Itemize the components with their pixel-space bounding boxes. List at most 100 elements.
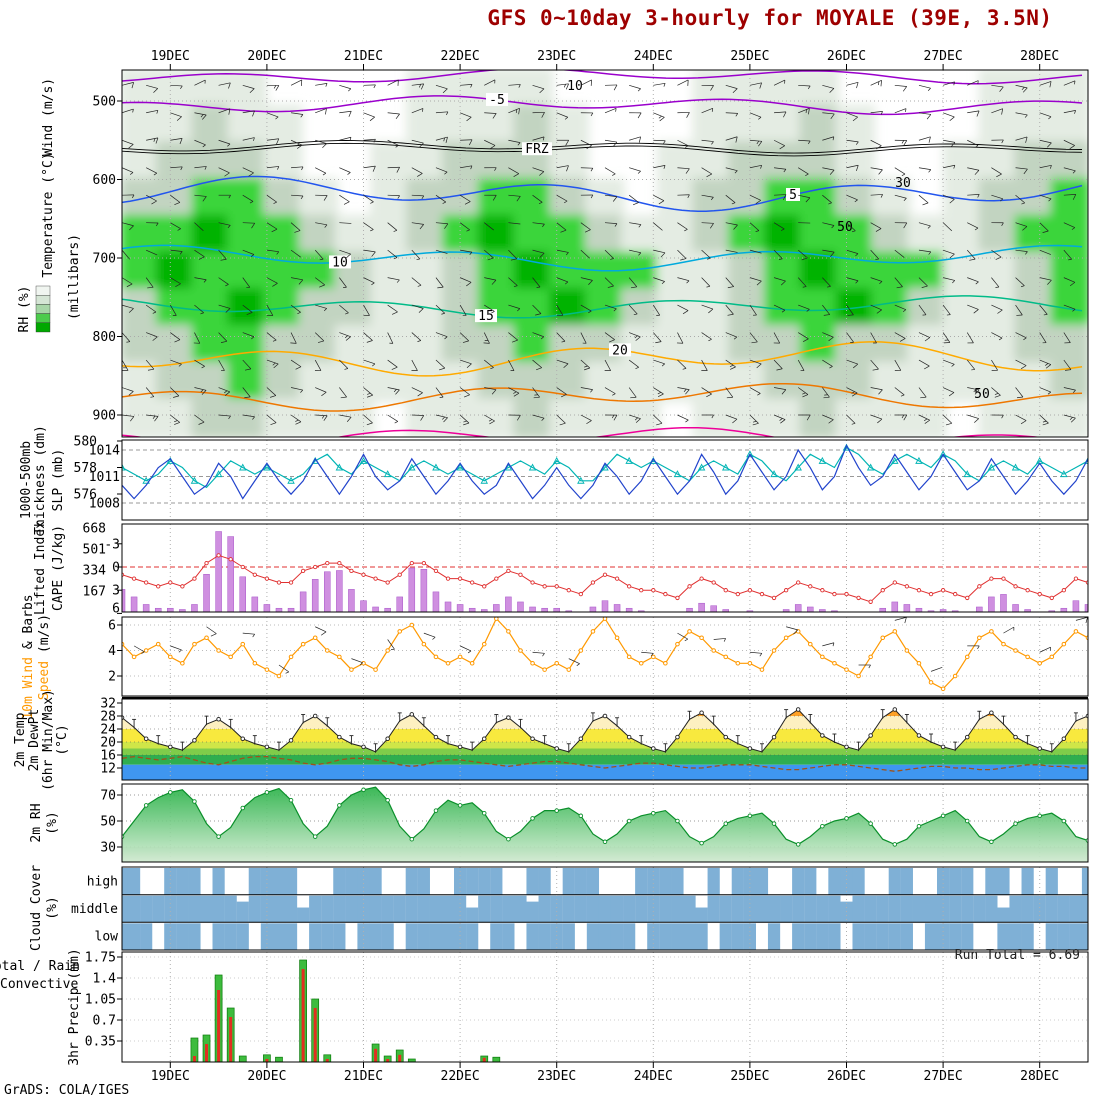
svg-text:15: 15 [478, 309, 494, 324]
svg-text:19DEC: 19DEC [151, 49, 190, 64]
svg-text:50: 50 [837, 220, 853, 235]
svg-text:Total / Rain: Total / Rain [0, 959, 80, 974]
svg-text:10: 10 [332, 255, 348, 270]
svg-text:0.7: 0.7 [93, 1014, 116, 1029]
svg-text:30: 30 [100, 841, 116, 856]
svg-text:RH (%): RH (%) [17, 286, 32, 333]
svg-text:6: 6 [112, 602, 120, 617]
svg-text:SLP (mb): SLP (mb) [51, 449, 66, 512]
svg-text:167: 167 [83, 585, 106, 600]
svg-text:21DEC: 21DEC [344, 49, 383, 64]
svg-text:580: 580 [74, 435, 97, 450]
svg-text:500: 500 [93, 95, 116, 110]
svg-text:30: 30 [895, 176, 911, 191]
svg-text:0: 0 [112, 561, 120, 576]
panel-cape-li [122, 524, 1088, 612]
svg-text:middle: middle [71, 902, 118, 917]
panel-temp2m [122, 699, 1088, 780]
svg-text:CAPE (J/kg): CAPE (J/kg) [51, 525, 66, 611]
svg-text:334: 334 [83, 564, 107, 579]
panel-slp-thickness [122, 440, 1088, 520]
svg-text:(6hr Min/Max): (6hr Min/Max) [41, 689, 56, 791]
svg-text:Wind (m/s): Wind (m/s) [41, 78, 56, 156]
run-total-label: Run Total = 6.69 [954, 948, 1080, 963]
panel-wind10m [122, 617, 1088, 696]
rh-shading [122, 70, 1088, 437]
svg-text:578: 578 [74, 461, 97, 476]
svg-text:70: 70 [100, 789, 116, 804]
svg-text:Convective: Convective [0, 977, 78, 992]
svg-text:28: 28 [100, 710, 116, 725]
svg-text:26DEC: 26DEC [827, 49, 866, 64]
svg-text:FRZ: FRZ [525, 142, 549, 157]
grads-credit: GrADS: COLA/IGES [4, 1083, 130, 1098]
svg-text:4: 4 [108, 644, 116, 659]
svg-text:27DEC: 27DEC [924, 1069, 963, 1084]
svg-text:-3: -3 [104, 537, 120, 552]
svg-text:32: 32 [100, 697, 116, 712]
svg-text:23DEC: 23DEC [537, 1069, 576, 1084]
svg-text:16: 16 [100, 749, 116, 764]
svg-text:50: 50 [100, 815, 116, 830]
panel-rh2m [122, 784, 1088, 862]
svg-text:26DEC: 26DEC [827, 1069, 866, 1084]
svg-text:3: 3 [112, 584, 120, 599]
svg-text:501: 501 [83, 543, 106, 558]
svg-text:Cloud Cover: Cloud Cover [29, 865, 44, 951]
svg-text:2m RH: 2m RH [29, 803, 44, 842]
svg-text:Speed (m/s): Speed (m/s) [37, 614, 52, 700]
svg-text:(%): (%) [45, 811, 60, 834]
svg-text:1.4: 1.4 [93, 972, 117, 987]
svg-text:3hr Precip (mm): 3hr Precip (mm) [67, 948, 82, 1065]
svg-text:Temperature (°C): Temperature (°C) [41, 152, 56, 277]
svg-text:900: 900 [93, 409, 116, 424]
svg-text:Thickness (dm): Thickness (dm) [33, 425, 48, 535]
wind-barbs-upper [122, 79, 1088, 426]
svg-text:20DEC: 20DEC [247, 1069, 286, 1084]
svg-text:0.35: 0.35 [85, 1035, 116, 1050]
svg-text:20: 20 [100, 736, 116, 751]
axis-titles: Wind (m/s)Temperature (°C) RH (%) (milliba… [0, 78, 82, 1066]
svg-text:low: low [95, 930, 119, 945]
svg-text:2: 2 [108, 670, 116, 685]
svg-text:Lifted Index: Lifted Index [33, 521, 48, 615]
svg-text:28DEC: 28DEC [1020, 49, 1059, 64]
svg-text:23DEC: 23DEC [537, 49, 576, 64]
svg-text:1011: 1011 [89, 470, 120, 485]
svg-text:24: 24 [100, 723, 116, 738]
svg-text:24DEC: 24DEC [634, 49, 673, 64]
svg-text:high: high [87, 874, 118, 889]
svg-text:1008: 1008 [89, 497, 120, 512]
svg-text:19DEC: 19DEC [151, 1069, 190, 1084]
svg-text:668: 668 [83, 522, 106, 537]
panel-precip [122, 952, 1088, 1062]
svg-text:24DEC: 24DEC [634, 1069, 673, 1084]
svg-text:27DEC: 27DEC [924, 49, 963, 64]
svg-text:6: 6 [108, 619, 116, 634]
svg-text:28DEC: 28DEC [1020, 1069, 1059, 1084]
svg-text:25DEC: 25DEC [730, 49, 769, 64]
svg-text:(%): (%) [45, 896, 60, 919]
svg-text:12: 12 [100, 762, 116, 777]
svg-text:1.75: 1.75 [85, 951, 116, 966]
svg-text:1014: 1014 [89, 444, 120, 459]
svg-text:700: 700 [93, 252, 116, 267]
svg-text:5: 5 [789, 188, 797, 203]
svg-text:25DEC: 25DEC [730, 1069, 769, 1084]
svg-text:10m Wind & Barbs: 10m Wind & Barbs [21, 594, 36, 719]
svg-text:22DEC: 22DEC [441, 49, 480, 64]
svg-text:22DEC: 22DEC [441, 1069, 480, 1084]
svg-text:576: 576 [74, 488, 97, 503]
svg-text:1000-500mb: 1000-500mb [19, 441, 34, 519]
svg-text:20DEC: 20DEC [247, 49, 286, 64]
svg-text:2m DewPt: 2m DewPt [27, 709, 42, 772]
axes-frame: 19DEC 19DEC 20DEC 20DEC 21DEC 21DEC 22DEC 22DEC… [71, 49, 1089, 1084]
svg-text:-5: -5 [489, 93, 505, 108]
svg-text:2m Temp: 2m Temp [13, 712, 28, 767]
svg-text:20: 20 [612, 343, 628, 358]
svg-text:10: 10 [567, 79, 583, 94]
svg-text:600: 600 [93, 173, 116, 188]
